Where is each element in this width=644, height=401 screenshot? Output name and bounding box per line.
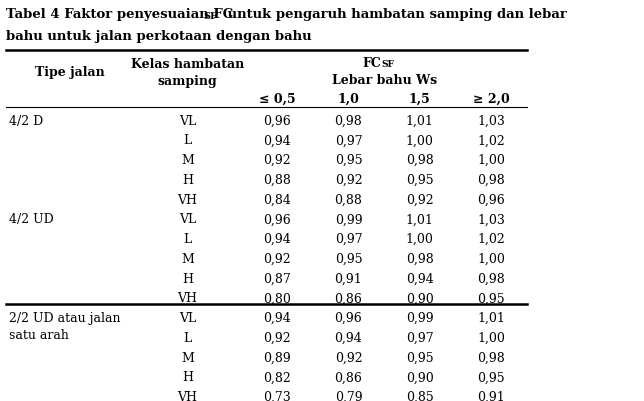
- Text: 0,88: 0,88: [335, 193, 363, 206]
- Text: M: M: [181, 252, 194, 265]
- Text: untuk pengaruh hambatan samping dan lebar: untuk pengaruh hambatan samping dan leba…: [223, 8, 567, 21]
- Text: 0,95: 0,95: [335, 154, 363, 167]
- Text: 0,94: 0,94: [406, 272, 433, 285]
- Text: 0,96: 0,96: [335, 311, 363, 324]
- Text: 0,92: 0,92: [263, 331, 291, 344]
- Text: 0,94: 0,94: [263, 311, 291, 324]
- Text: VH: VH: [177, 193, 198, 206]
- Text: 1,00: 1,00: [477, 154, 505, 167]
- Text: 0,98: 0,98: [477, 173, 505, 186]
- Text: 0,92: 0,92: [263, 252, 291, 265]
- Text: Tabel 4 Faktor penyesuaian FC: Tabel 4 Faktor penyesuaian FC: [6, 8, 233, 21]
- Text: 0,84: 0,84: [263, 193, 291, 206]
- Text: 0,95: 0,95: [335, 252, 363, 265]
- Text: 0,95: 0,95: [477, 371, 505, 383]
- Text: FC: FC: [362, 57, 381, 70]
- Text: 0,91: 0,91: [477, 390, 505, 401]
- Text: 0,94: 0,94: [335, 331, 363, 344]
- Text: M: M: [181, 154, 194, 167]
- Text: H: H: [182, 173, 193, 186]
- Text: 0,92: 0,92: [263, 154, 291, 167]
- Text: 0,86: 0,86: [335, 371, 363, 383]
- Text: 0,98: 0,98: [406, 252, 433, 265]
- Text: 0,99: 0,99: [335, 213, 363, 226]
- Text: 0,97: 0,97: [335, 233, 363, 245]
- Text: 0,98: 0,98: [477, 351, 505, 364]
- Text: L: L: [184, 134, 191, 147]
- Text: 0,96: 0,96: [477, 193, 505, 206]
- Text: 0,90: 0,90: [406, 292, 433, 305]
- Text: 1,5: 1,5: [409, 92, 431, 105]
- Text: SF: SF: [204, 12, 217, 21]
- Text: 1,02: 1,02: [477, 134, 505, 147]
- Text: 1,00: 1,00: [477, 331, 505, 344]
- Text: Lebar bahu Ws: Lebar bahu Ws: [332, 74, 437, 87]
- Text: 0,99: 0,99: [406, 311, 433, 324]
- Text: 1,02: 1,02: [477, 233, 505, 245]
- Text: 4/2 UD: 4/2 UD: [9, 213, 54, 226]
- Text: 0,92: 0,92: [335, 351, 363, 364]
- Text: VL: VL: [179, 311, 196, 324]
- Text: 1,00: 1,00: [406, 134, 433, 147]
- Text: 0,92: 0,92: [335, 173, 363, 186]
- Text: Tipe jalan: Tipe jalan: [35, 66, 104, 79]
- Text: VL: VL: [179, 213, 196, 226]
- Text: 0,92: 0,92: [406, 193, 433, 206]
- Text: 0,79: 0,79: [335, 390, 363, 401]
- Text: 4/2 D: 4/2 D: [9, 114, 44, 127]
- Text: 1,01: 1,01: [406, 213, 433, 226]
- Text: M: M: [181, 351, 194, 364]
- Text: 0,89: 0,89: [263, 351, 291, 364]
- Text: 0,73: 0,73: [263, 390, 291, 401]
- Text: 0,90: 0,90: [406, 371, 433, 383]
- Text: ≤ 0,5: ≤ 0,5: [259, 92, 296, 105]
- Text: 0,88: 0,88: [263, 173, 291, 186]
- Text: SF: SF: [381, 60, 394, 69]
- Text: 0,97: 0,97: [406, 331, 433, 344]
- Text: 0,96: 0,96: [263, 213, 291, 226]
- Text: 0,98: 0,98: [335, 114, 363, 127]
- Text: 2/2 UD atau jalan
satu arah: 2/2 UD atau jalan satu arah: [9, 311, 121, 341]
- Text: H: H: [182, 272, 193, 285]
- Text: 1,0: 1,0: [337, 92, 359, 105]
- Text: 0,80: 0,80: [263, 292, 291, 305]
- Text: ≥ 2,0: ≥ 2,0: [473, 92, 509, 105]
- Text: 1,03: 1,03: [477, 114, 505, 127]
- Text: 0,94: 0,94: [263, 233, 291, 245]
- Text: 0,85: 0,85: [406, 390, 433, 401]
- Text: 1,01: 1,01: [477, 311, 505, 324]
- Text: 0,86: 0,86: [335, 292, 363, 305]
- Text: 0,95: 0,95: [406, 351, 433, 364]
- Text: 0,95: 0,95: [406, 173, 433, 186]
- Text: L: L: [184, 331, 191, 344]
- Text: 0,98: 0,98: [477, 272, 505, 285]
- Text: 1,03: 1,03: [477, 213, 505, 226]
- Text: 0,87: 0,87: [263, 272, 291, 285]
- Text: 0,98: 0,98: [406, 154, 433, 167]
- Text: VH: VH: [177, 390, 198, 401]
- Text: 1,00: 1,00: [406, 233, 433, 245]
- Text: VH: VH: [177, 292, 198, 305]
- Text: 0,82: 0,82: [263, 371, 291, 383]
- Text: Kelas hambatan
samping: Kelas hambatan samping: [131, 57, 244, 87]
- Text: 1,01: 1,01: [406, 114, 433, 127]
- Text: 0,96: 0,96: [263, 114, 291, 127]
- Text: L: L: [184, 233, 191, 245]
- Text: 0,94: 0,94: [263, 134, 291, 147]
- Text: VL: VL: [179, 114, 196, 127]
- Text: H: H: [182, 371, 193, 383]
- Text: 0,95: 0,95: [477, 292, 505, 305]
- Text: 0,91: 0,91: [335, 272, 363, 285]
- Text: bahu untuk jalan perkotaan dengan bahu: bahu untuk jalan perkotaan dengan bahu: [6, 30, 312, 43]
- Text: 0,97: 0,97: [335, 134, 363, 147]
- Text: 1,00: 1,00: [477, 252, 505, 265]
